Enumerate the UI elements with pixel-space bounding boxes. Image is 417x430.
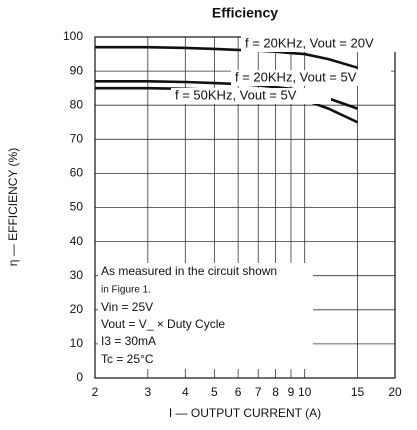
label-bg <box>231 70 391 86</box>
y-tick-label: 10 <box>70 336 84 350</box>
y-tick-label: 0 <box>76 370 83 384</box>
label-bg <box>241 36 401 52</box>
y-tick-label: 100 <box>63 29 83 43</box>
x-tick-label: 15 <box>351 385 365 399</box>
annotation: I3 = 30mA <box>101 334 156 348</box>
annotation: As measured in the circuit shown <box>101 264 277 278</box>
y-tick-label: 80 <box>70 97 84 111</box>
y-tick-label: 70 <box>70 131 84 145</box>
x-tick-label: 4 <box>182 385 189 399</box>
x-tick-label: 9 <box>288 385 295 399</box>
y-tick-label: 60 <box>70 166 84 180</box>
y-tick-label: 40 <box>70 234 84 248</box>
y-axis-label: η — EFFICIENCY (%) <box>6 148 20 266</box>
annotation: Tc = 25°C <box>101 352 154 366</box>
series-label: f = 20KHz, Vout = 5V <box>235 69 357 84</box>
y-tick-label: 50 <box>70 200 84 214</box>
chart-title: Efficiency <box>212 5 278 21</box>
y-tick-label: 20 <box>70 302 84 316</box>
annotation-box <box>98 263 313 369</box>
label-bg <box>171 88 331 104</box>
series-label: f = 50KHz, Vout = 5V <box>175 87 297 102</box>
x-tick-label: 6 <box>235 385 242 399</box>
y-tick-label: 90 <box>70 63 84 77</box>
x-axis-label: I — OUTPUT CURRENT (A) <box>169 406 321 420</box>
x-tick-label: 5 <box>211 385 218 399</box>
annotation: Vin = 25V <box>101 300 153 314</box>
x-tick-label: 10 <box>298 385 312 399</box>
x-tick-label: 20 <box>388 385 402 399</box>
x-tick-label: 8 <box>272 385 279 399</box>
x-tick-label: 3 <box>144 385 151 399</box>
series-label: f = 20KHz, Vout = 20V <box>245 35 374 50</box>
x-tick-label: 7 <box>255 385 262 399</box>
x-tick-label: 2 <box>92 385 99 399</box>
annotation: in Figure 1. <box>101 285 151 296</box>
annotation: Vout = V_ × Duty Cycle <box>101 317 225 331</box>
y-tick-label: 30 <box>70 268 84 282</box>
